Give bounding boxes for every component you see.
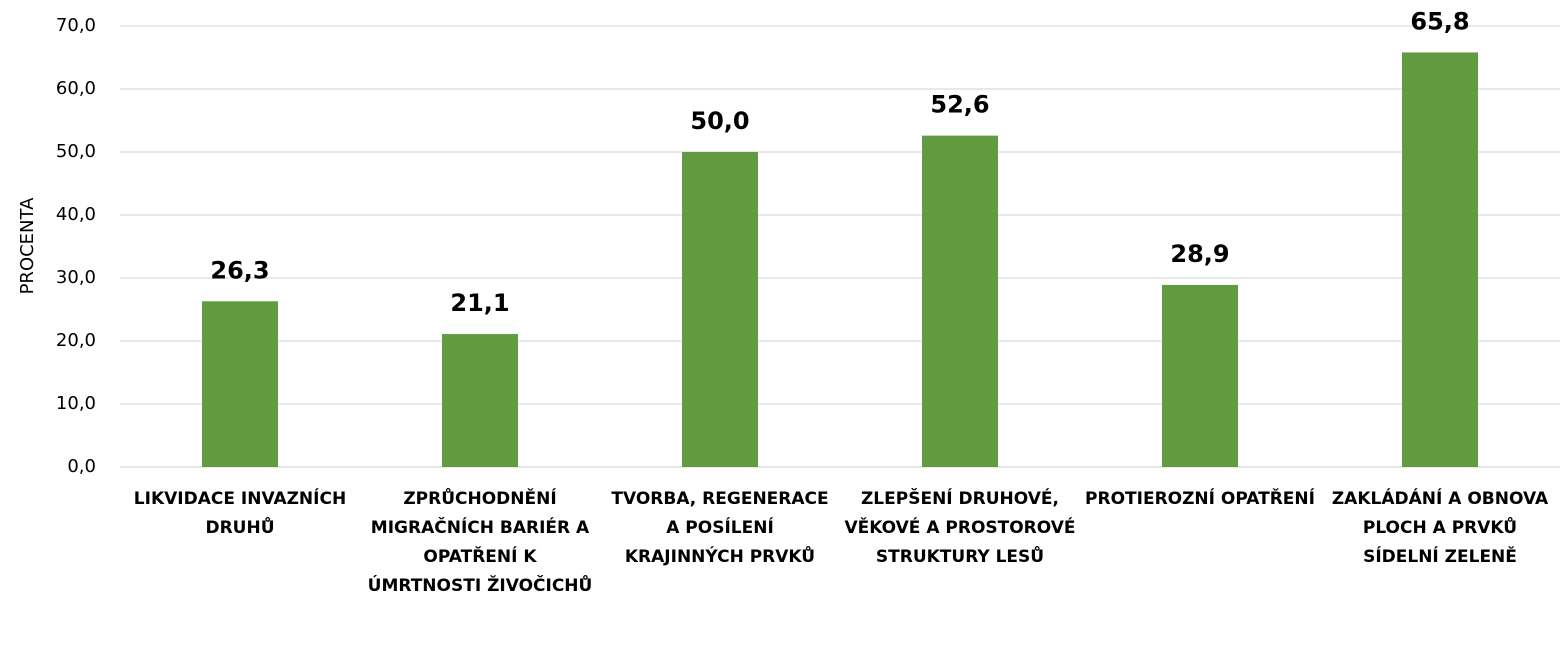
x-tick-label: PROTIEROZNÍ OPATŘENÍ (1085, 489, 1315, 509)
y-axis-label: PROCENTA (17, 197, 38, 295)
bar (922, 135, 998, 467)
bar (442, 334, 518, 467)
x-tick-label: ZLEPŠENÍ DRUHOVÉ, VĚKOVÉ A PROSTOROVÉ ST… (844, 489, 1076, 567)
bar (202, 301, 278, 467)
y-tick-label: 20,0 (56, 330, 96, 351)
y-tick-label: 0,0 (67, 456, 96, 477)
y-tick-label: 10,0 (56, 393, 96, 414)
value-label: 28,9 (1170, 240, 1229, 268)
y-tick-label: 70,0 (56, 15, 96, 36)
x-tick-label: ZAKLÁDÁNÍ A OBNOVA PLOCH A PRVKŮ SÍDELNÍ… (1331, 489, 1549, 567)
bar (1402, 52, 1478, 468)
bar (682, 152, 758, 467)
x-tick-label: TVORBA, REGENERACE A POSÍLENÍ KRAJINNÝCH… (611, 489, 829, 567)
y-tick-label: 60,0 (56, 78, 96, 99)
y-tick-label: 50,0 (56, 141, 96, 162)
value-label: 65,8 (1410, 7, 1469, 35)
y-tick-label: 40,0 (56, 204, 96, 225)
x-tick-label: LIKVIDACE INVAZNÍCH DRUHŮ (133, 489, 347, 538)
value-label: 21,1 (450, 289, 509, 317)
value-label: 50,0 (690, 107, 749, 135)
value-label: 52,6 (930, 91, 989, 119)
x-tick-label: ZPRŮCHODNĚNÍ MIGRAČNÍCH BARIÉR A OPATŘEN… (367, 489, 593, 596)
y-tick-label: 30,0 (56, 267, 96, 288)
value-label: 26,3 (210, 256, 269, 284)
bar (1162, 284, 1238, 467)
